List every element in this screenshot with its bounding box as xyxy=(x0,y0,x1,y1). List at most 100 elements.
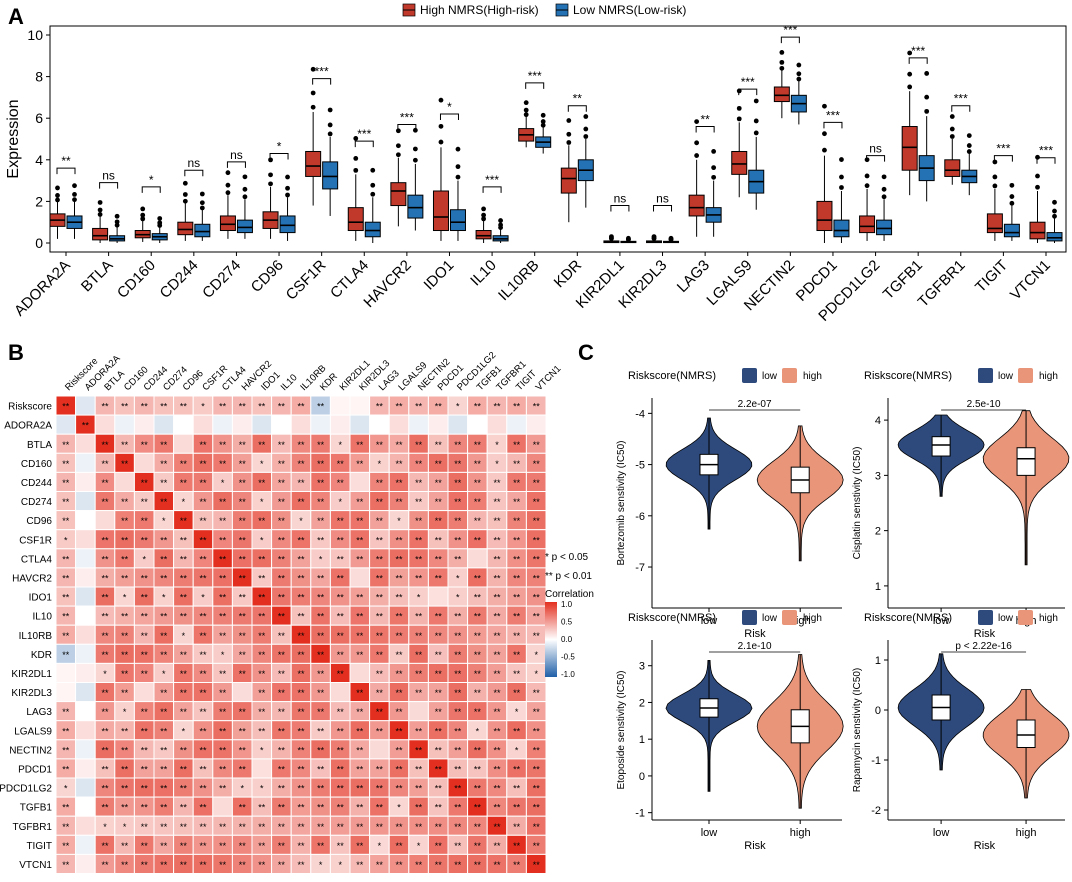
heatmap-cell-mark: ** xyxy=(337,841,345,851)
heatmap-cell-mark: ** xyxy=(415,516,423,526)
heatmap-cell-mark: ** xyxy=(180,841,188,851)
heatmap-cell xyxy=(75,510,96,531)
heatmap-cell-mark: ** xyxy=(376,497,384,507)
heatmap-cell xyxy=(133,682,155,703)
heatmap-cell-mark: * xyxy=(201,593,205,603)
heatmap-cell-mark: ** xyxy=(337,535,345,545)
heatmap-cell-mark: ** xyxy=(121,612,129,622)
heatmap-cell-mark: ** xyxy=(533,860,541,870)
heatmap-cell-mark: ** xyxy=(82,421,90,431)
heatmap-cell-mark: * xyxy=(456,402,460,412)
heatmap-cell-mark: ** xyxy=(180,593,188,603)
outlier-point xyxy=(140,216,146,222)
heatmap-cell-mark: ** xyxy=(474,497,482,507)
heatmap-cell xyxy=(75,491,96,512)
significance-bracket: ** xyxy=(695,113,715,133)
outlier-point xyxy=(1052,208,1057,214)
outlier-point xyxy=(523,112,529,118)
outlier-point xyxy=(907,71,913,77)
heatmap-cell-mark: ** xyxy=(101,593,109,603)
outlier-point xyxy=(182,192,188,197)
legend-label-low: low xyxy=(998,371,1014,382)
heatmap-cell-mark: ** xyxy=(258,478,266,488)
legend-swatch-low xyxy=(742,368,757,383)
outlier-point xyxy=(97,212,103,217)
heatmap-cell-mark: ** xyxy=(239,726,247,736)
heatmap-cell xyxy=(114,414,135,435)
heatmap-cell-mark: ** xyxy=(101,803,109,813)
heatmap-cell xyxy=(75,433,96,454)
heatmap-cell xyxy=(427,414,449,435)
significance-label: *** xyxy=(357,127,371,141)
heatmap-cell-mark: ** xyxy=(101,554,109,564)
heatmap-cell-mark: ** xyxy=(415,631,423,641)
significance-label: *** xyxy=(485,173,499,187)
heatmap-cell-mark: ** xyxy=(513,631,521,641)
colorbar xyxy=(545,602,557,677)
heatmap-cell-mark: ** xyxy=(121,573,129,583)
box-high xyxy=(816,103,833,243)
heatmap-cell xyxy=(75,624,96,645)
outlier-point xyxy=(310,90,316,96)
heatmap-cell-mark: ** xyxy=(376,650,384,660)
heatmap-cell xyxy=(212,414,233,435)
outlier-point xyxy=(881,186,887,192)
heatmap-cell-mark: ** xyxy=(258,402,266,412)
outlier-point xyxy=(395,143,401,149)
heatmap-cell-mark: * xyxy=(495,459,499,469)
outlier-point xyxy=(1009,200,1015,206)
heatmap-cell-mark: ** xyxy=(356,593,364,603)
heatmap-cell-mark: ** xyxy=(337,478,345,488)
box-iqr xyxy=(773,86,790,103)
y-tick-label: 3 xyxy=(639,661,645,673)
outlier-point xyxy=(839,157,844,162)
pvalue-label: 2.2e-07 xyxy=(738,399,772,410)
heatmap-cell-mark: ** xyxy=(180,860,188,870)
x-tick-label: TIGIT xyxy=(972,257,1011,296)
heatmap-cell-mark: ** xyxy=(297,841,305,851)
heatmap-cell-mark: ** xyxy=(493,822,501,832)
heatmap-cell-mark: ** xyxy=(278,631,286,641)
legend-swatch-high xyxy=(1018,610,1033,625)
heatmap-cell-mark: ** xyxy=(199,535,207,545)
heatmap-cell-mark: ** xyxy=(317,402,325,412)
heatmap-cell xyxy=(55,662,77,684)
heatmap-cell-mark: ** xyxy=(160,478,168,488)
heatmap-cell-mark: ** xyxy=(454,669,462,679)
heatmap-cell-mark: * xyxy=(182,726,186,736)
box-high xyxy=(475,206,492,243)
outlier-point xyxy=(412,157,418,163)
outlier-point xyxy=(992,174,998,180)
heatmap-cell-mark: ** xyxy=(513,860,521,870)
heatmap-cell-mark: * xyxy=(260,535,264,545)
heatmap-cell-mark: ** xyxy=(435,478,443,488)
legend-title: Riskscore(NMRS) xyxy=(864,370,952,382)
heatmap-cell-mark: ** xyxy=(101,860,109,870)
outlier-point xyxy=(55,185,60,191)
heatmap-cell xyxy=(349,567,371,588)
heatmap-cell-mark: ** xyxy=(493,516,501,526)
heatmap-cell-mark: ** xyxy=(493,745,501,755)
heatmap-cell-mark: ** xyxy=(415,440,423,450)
heatmap-cell-mark: ** xyxy=(395,707,403,717)
heatmap-cell-mark: ** xyxy=(141,573,149,583)
heatmap-cell-mark: ** xyxy=(297,478,305,488)
heatmap-cell xyxy=(329,395,351,416)
heatmap-cell-mark: ** xyxy=(435,764,443,774)
outlier-point xyxy=(583,134,589,139)
heatmap-cell-mark: ** xyxy=(533,688,541,698)
box-high xyxy=(688,119,705,237)
heatmap-cell-mark: * xyxy=(162,516,166,526)
significance-bracket: *** xyxy=(397,110,417,131)
heatmap-cell-mark: ** xyxy=(415,535,423,545)
heatmap-cell-mark: ** xyxy=(62,440,70,450)
heatmap-cell-mark: ** xyxy=(356,612,364,622)
heatmap-cell-mark: ** xyxy=(180,650,188,660)
heatmap-cell-mark: ** xyxy=(513,402,521,412)
heatmap-cell-mark: ** xyxy=(415,784,423,794)
heatmap-row-label: NECTIN2 xyxy=(9,745,52,756)
outlier-point xyxy=(157,216,163,221)
heatmap-cell-mark: * xyxy=(64,535,68,545)
heatmap-cell-mark: ** xyxy=(121,631,129,641)
heatmap-cell-mark: ** xyxy=(474,707,482,717)
